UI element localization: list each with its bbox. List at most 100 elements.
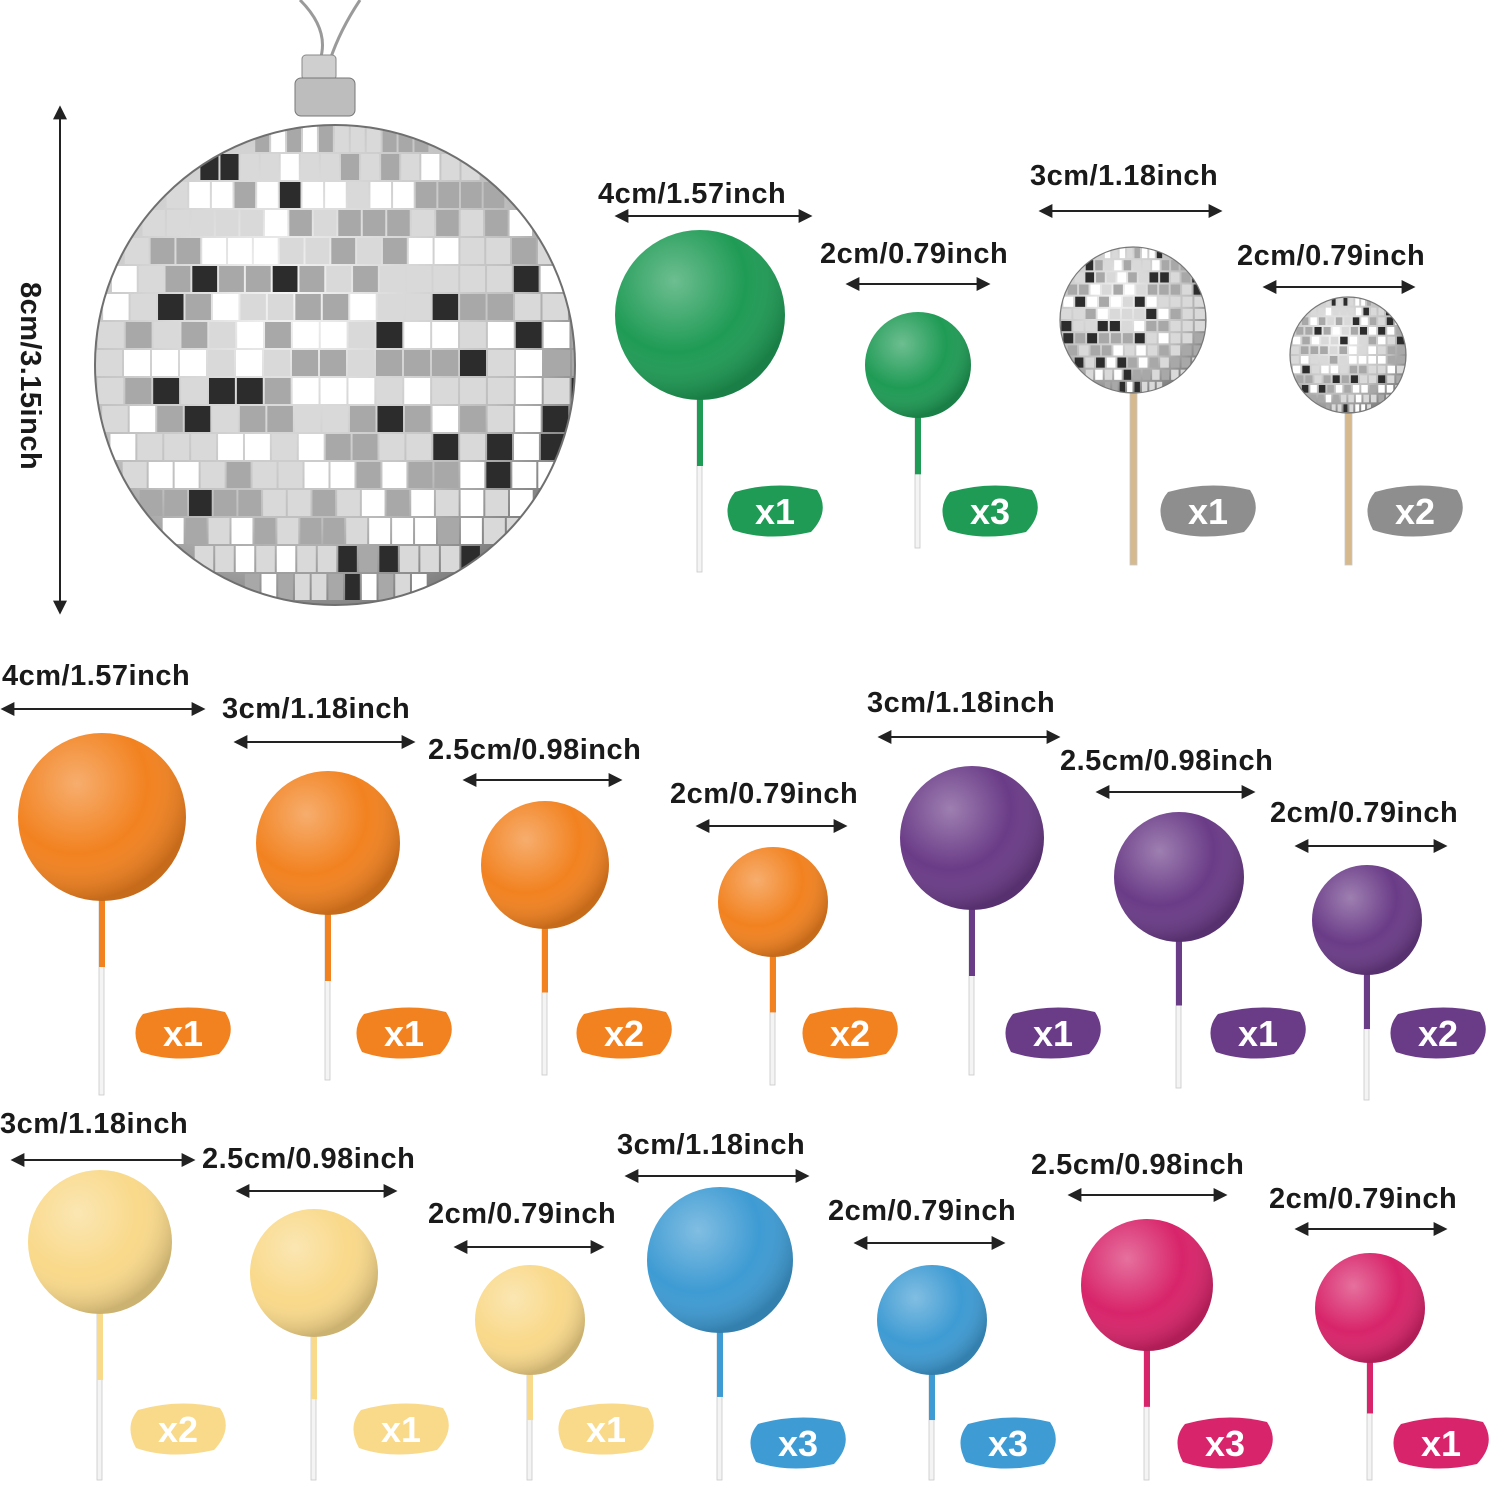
mirror-tile (515, 322, 542, 348)
mirror-tile (538, 462, 563, 488)
mirror-tile (1158, 296, 1169, 307)
mirror-tile (1344, 317, 1351, 325)
mirror-tile (1378, 385, 1385, 393)
mirror-tile (348, 322, 375, 348)
cake-topper-disco-3cm: x1 (1038, 204, 1256, 566)
mirror-tile (1352, 317, 1360, 325)
quantity-label: x3 (970, 491, 1010, 532)
mirror-tile (1182, 321, 1193, 332)
mirror-tile (208, 350, 235, 376)
mirror-tile (153, 322, 180, 348)
mirror-tile (1113, 284, 1123, 295)
quantity-badge (1390, 1007, 1486, 1059)
mirror-tile (318, 126, 333, 152)
mirror-tile (287, 126, 302, 152)
mirror-tile (460, 462, 485, 488)
mirror-tile (200, 154, 219, 180)
mirror-tile (1117, 357, 1127, 368)
mirror-tile (289, 210, 312, 236)
mirror-tile (1097, 308, 1108, 319)
size-label-orange-2-5cm: 2.5cm/0.98inch (428, 734, 642, 766)
mirror-tile (1314, 327, 1322, 335)
mirror-tile (158, 294, 184, 320)
quantity-label: x2 (604, 1013, 644, 1054)
mirror-tile (382, 462, 407, 488)
mirror-tile (361, 154, 380, 180)
mirror-tile (265, 322, 291, 348)
mirror-tile (1194, 308, 1205, 319)
mirror-tile (1300, 346, 1309, 354)
mirror-tile (461, 182, 482, 208)
mirror-tile (1344, 385, 1351, 393)
quantity-badge (1160, 485, 1256, 537)
mirror-tile (1121, 321, 1133, 332)
mirror-tile (97, 322, 124, 348)
mirror-tile (1335, 317, 1343, 325)
mirror-tile (1387, 375, 1395, 383)
cake-topper-orange-3cm: x1 (233, 735, 452, 1081)
large-disco-ball (94, 0, 576, 606)
cake-topper-orange-4cm: x1 (0, 702, 231, 1096)
mirror-tile (1296, 375, 1304, 383)
mirror-tile (1159, 284, 1169, 295)
mirror-tile (1323, 375, 1331, 383)
mirror-tile (166, 210, 190, 236)
size-label-cream-3cm: 3cm/1.18inch (0, 1108, 189, 1140)
colored-stem (717, 1329, 723, 1397)
mirror-tiles (1061, 248, 1205, 392)
mirror-tile (376, 350, 403, 376)
mirror-tile (298, 434, 324, 460)
cake-topper-pink-2cm: x1 (1294, 1222, 1489, 1481)
mirror-tile (1138, 272, 1148, 283)
mirror-tile (194, 546, 214, 572)
mirror-tile (1114, 369, 1122, 380)
mirror-tile (1194, 321, 1205, 332)
mirror-tile (350, 294, 376, 320)
mirror-tile (1291, 356, 1299, 364)
mirror-tile (1302, 365, 1310, 374)
mirror-tile (1310, 385, 1317, 393)
mirror-tile (1340, 307, 1347, 316)
mirror-tile (245, 266, 271, 292)
mirror-tile (130, 294, 157, 320)
mirror-tile (1310, 394, 1317, 403)
quantity-badge (1210, 1007, 1306, 1059)
mirror-tile (213, 490, 237, 516)
mirror-tile (406, 266, 432, 292)
mirror-tile (1358, 356, 1367, 364)
mirror-tile (1079, 284, 1089, 295)
mirror-tile (1348, 307, 1354, 316)
mirror-tile (381, 154, 400, 180)
quantity-label: x1 (586, 1409, 626, 1450)
colored-stem (915, 414, 921, 475)
quantity-label: x1 (1238, 1013, 1278, 1054)
colored-stem (311, 1333, 317, 1400)
quantity-badge (802, 1007, 898, 1059)
mirror-tile (1109, 308, 1120, 319)
size-label-cream-2-5cm: 2.5cm/0.98inch (202, 1143, 416, 1175)
quantity-badge (750, 1417, 846, 1469)
mirror-tile (1341, 327, 1349, 335)
mirror-tile (189, 182, 210, 208)
mirror-tile (361, 490, 385, 516)
mirror-tile (1193, 345, 1204, 356)
mirror-tile (1128, 357, 1137, 368)
mirror-tile (1182, 308, 1193, 319)
mirror-tile (1387, 336, 1395, 345)
mirror-tile (1147, 345, 1158, 356)
mirror-tile (125, 378, 152, 404)
mirror-tile (1152, 260, 1160, 271)
cake-topper-blue-2cm: x3 (853, 1236, 1056, 1481)
quantity-badge (942, 485, 1038, 537)
mirror-tile (1378, 375, 1386, 383)
mirror-tile (1355, 394, 1362, 403)
mirror-tile (252, 462, 277, 488)
colored-stem (97, 1310, 103, 1380)
mirror-tile (357, 238, 381, 264)
mirror-tile (240, 210, 263, 236)
mirror-tile (1386, 317, 1394, 325)
mirror-tile (1352, 385, 1360, 393)
mirror-tile (181, 378, 207, 404)
mirror-tile (1061, 321, 1072, 332)
